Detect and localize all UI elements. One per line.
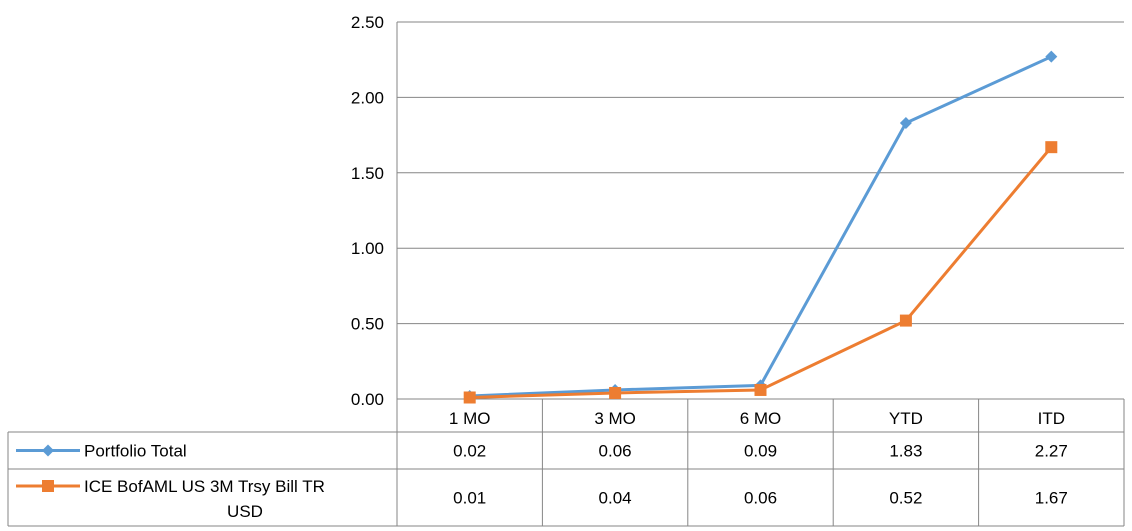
data-point bbox=[754, 383, 767, 396]
table-value: 0.01 bbox=[453, 489, 486, 508]
y-tick-label: 1.50 bbox=[351, 164, 384, 183]
plot-area bbox=[463, 50, 1058, 404]
table-value: 0.02 bbox=[453, 442, 486, 461]
series-line bbox=[469, 146, 1053, 399]
table-value: 0.09 bbox=[744, 442, 777, 461]
data-point bbox=[609, 386, 622, 399]
table-value: 0.52 bbox=[889, 489, 922, 508]
series-label: Portfolio Total bbox=[84, 442, 187, 461]
series-label: ICE BofAML US 3M Trsy Bill TR bbox=[84, 477, 325, 496]
x-category-label: 6 MO bbox=[740, 409, 782, 428]
table-value: 1.83 bbox=[889, 442, 922, 461]
data-point bbox=[899, 314, 912, 327]
y-axis: 0.00 0.50 1.00 1.50 2.00 2.50 bbox=[351, 13, 398, 526]
table-value: 0.04 bbox=[599, 489, 632, 508]
y-tick-label: 0.50 bbox=[351, 315, 384, 334]
table-value: 2.27 bbox=[1035, 442, 1068, 461]
table-value: 0.06 bbox=[599, 442, 632, 461]
series-line bbox=[469, 55, 1052, 398]
series-label: USD bbox=[227, 502, 263, 521]
legend-marker bbox=[42, 480, 54, 492]
table-value: 0.06 bbox=[744, 489, 777, 508]
data-point bbox=[463, 391, 476, 404]
table-value: 1.67 bbox=[1035, 489, 1068, 508]
y-tick-label: 1.00 bbox=[351, 239, 384, 258]
x-category-label: ITD bbox=[1038, 409, 1065, 428]
y-tick-label: 2.50 bbox=[351, 13, 384, 32]
data-point bbox=[899, 117, 912, 130]
gridlines bbox=[397, 21, 1124, 400]
data-point bbox=[1045, 50, 1058, 63]
legend-marker bbox=[42, 444, 54, 457]
x-category-label: 1 MO bbox=[449, 409, 491, 428]
y-tick-label: 0.00 bbox=[351, 390, 384, 409]
x-category-label: 3 MO bbox=[594, 409, 636, 428]
data-point bbox=[1045, 141, 1058, 154]
y-tick-label: 2.00 bbox=[351, 88, 384, 107]
x-category-label: YTD bbox=[889, 409, 923, 428]
data-table: 1 MO 3 MO 6 MO YTD ITD Portfolio Total 0.02 0.0… bbox=[7, 399, 1125, 527]
